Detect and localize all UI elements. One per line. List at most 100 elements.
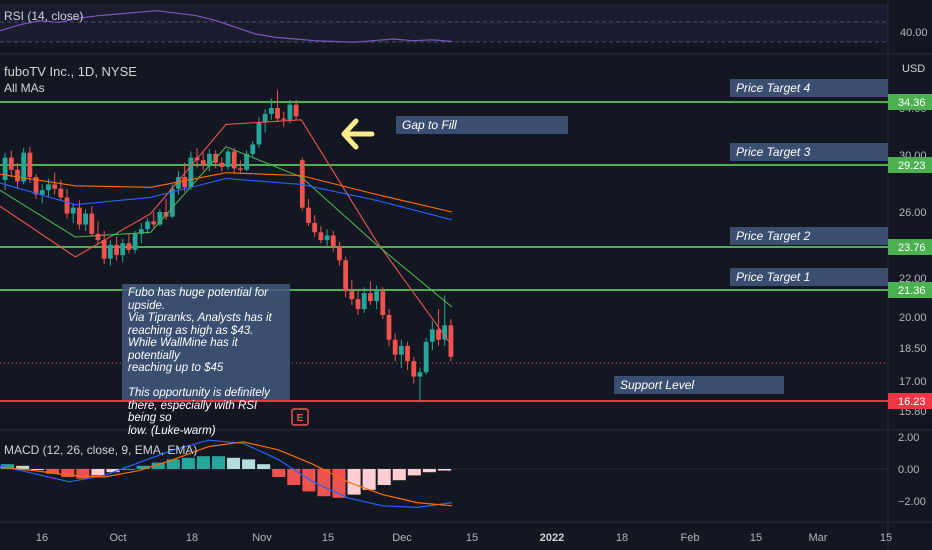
time-tick-label: Oct bbox=[109, 532, 126, 544]
candle-body bbox=[101, 240, 107, 259]
candle-body bbox=[250, 144, 256, 154]
macd-legend[interactable]: MACD (12, 26, close, 9, EMA, EMA) bbox=[4, 443, 198, 457]
support-level-note[interactable]: Support Level bbox=[614, 376, 784, 394]
time-tick-label: 15 bbox=[322, 532, 334, 544]
candle-body bbox=[380, 291, 386, 316]
candle-body bbox=[306, 207, 311, 223]
price-target-3-note[interactable]: Price Target 3 bbox=[730, 143, 888, 161]
earnings-icon bbox=[291, 408, 309, 426]
candle-body bbox=[237, 168, 243, 170]
price-level-tag bbox=[888, 393, 932, 409]
candle-body bbox=[330, 235, 336, 247]
macd-histogram-bar bbox=[151, 462, 165, 469]
macd-histogram-bar bbox=[347, 469, 361, 495]
time-tick-label: Dec bbox=[392, 532, 412, 544]
candle-body bbox=[120, 243, 126, 256]
candle-body bbox=[312, 222, 318, 233]
macd-histogram-bar bbox=[407, 469, 421, 476]
macd-histogram-bar bbox=[1, 464, 15, 469]
candle-body bbox=[107, 244, 113, 259]
candle-body bbox=[138, 229, 144, 234]
macd-histogram-bar bbox=[121, 469, 135, 470]
candle-body bbox=[200, 160, 206, 166]
gap-to-fill-note[interactable]: Gap to Fill bbox=[396, 116, 568, 134]
price-tick-label: 26.00 bbox=[899, 207, 927, 219]
candle-body bbox=[361, 293, 367, 310]
ma-legend[interactable]: All MAs bbox=[4, 81, 45, 95]
macd-histogram-bar bbox=[242, 459, 256, 469]
analysis-comment[interactable]: Fubo has huge potential for upside. Via … bbox=[122, 284, 290, 437]
candle-body bbox=[76, 207, 82, 225]
currency-label[interactable]: USD bbox=[902, 63, 926, 75]
macd-histogram-bar bbox=[16, 465, 30, 469]
candle-body bbox=[429, 329, 435, 342]
rsi-line bbox=[0, 10, 453, 43]
candle-body bbox=[299, 160, 305, 208]
candle-body bbox=[21, 152, 27, 182]
candle-body bbox=[207, 153, 212, 166]
macd-histogram-bar bbox=[106, 469, 120, 473]
rsi-legend[interactable]: RSI (14, close) bbox=[4, 9, 84, 23]
price-level-value: 34.36 bbox=[898, 97, 926, 109]
time-tick-label: Nov bbox=[252, 532, 272, 544]
macd-histogram-bar bbox=[61, 469, 75, 477]
macd-histogram-bar bbox=[317, 469, 331, 497]
macd-histogram-bar bbox=[181, 457, 195, 469]
candle-body bbox=[398, 345, 404, 355]
macd-histogram-bar bbox=[392, 469, 406, 481]
time-tick-label: 16 bbox=[36, 532, 48, 544]
moving-average-line bbox=[0, 172, 453, 213]
candle-body bbox=[225, 151, 231, 167]
candle-body bbox=[275, 108, 280, 119]
candle-body bbox=[324, 235, 330, 241]
rsi-band bbox=[0, 4, 888, 42]
macd-histogram-bar bbox=[302, 469, 316, 492]
candle-body bbox=[343, 260, 349, 292]
candle-body bbox=[392, 339, 398, 355]
macd-tick-label: 2.00 bbox=[898, 432, 919, 444]
candle-body bbox=[151, 221, 157, 225]
macd-histogram-bar bbox=[31, 469, 45, 470]
candle-body bbox=[83, 213, 88, 225]
symbol-title[interactable]: fuboTV Inc., 1D, NYSE bbox=[4, 64, 137, 79]
price-tick-label: 17.00 bbox=[899, 376, 927, 388]
time-tick-label: Mar bbox=[809, 532, 828, 544]
macd-histogram-bar bbox=[272, 469, 286, 477]
candle-body bbox=[262, 113, 268, 123]
macd-line bbox=[0, 439, 453, 509]
time-tick-label: 15 bbox=[466, 532, 478, 544]
macd-histogram-bar bbox=[136, 465, 150, 469]
price-level-value: 29.23 bbox=[898, 160, 926, 172]
candle-body bbox=[337, 246, 342, 261]
candle-body bbox=[33, 177, 39, 195]
macd-histogram-bar bbox=[362, 469, 376, 490]
macd-histogram-bar bbox=[91, 469, 105, 476]
price-target-1-note[interactable]: Price Target 1 bbox=[730, 268, 888, 286]
macd-tick-label: −2.00 bbox=[898, 496, 926, 508]
candle-body bbox=[52, 184, 58, 189]
candle-body bbox=[417, 372, 423, 377]
candle-body bbox=[182, 177, 188, 188]
candle-body bbox=[442, 325, 448, 340]
candle-body bbox=[39, 190, 45, 195]
time-tick-label: 15 bbox=[750, 532, 762, 544]
candle-body bbox=[287, 104, 293, 120]
candle-body bbox=[27, 152, 33, 178]
price-level-tag bbox=[888, 157, 932, 173]
candle-body bbox=[15, 169, 20, 182]
price-target-2-note[interactable]: Price Target 2 bbox=[730, 227, 888, 245]
candle-body bbox=[256, 122, 262, 145]
macd-histogram-bar bbox=[46, 469, 60, 474]
candle-body bbox=[132, 233, 138, 250]
candle-body bbox=[268, 108, 274, 114]
price-target-4-note[interactable]: Price Target 4 bbox=[730, 79, 888, 97]
price-level-tag bbox=[888, 282, 932, 298]
candle-body bbox=[126, 243, 132, 250]
macd-histogram-bar bbox=[211, 456, 225, 469]
candle-body bbox=[368, 293, 373, 302]
macd-tick-label: 0.00 bbox=[898, 464, 919, 476]
candle-body bbox=[145, 221, 150, 230]
candle-body bbox=[176, 177, 181, 189]
candle-body bbox=[405, 345, 410, 362]
gap-arrow-icon bbox=[341, 118, 375, 150]
